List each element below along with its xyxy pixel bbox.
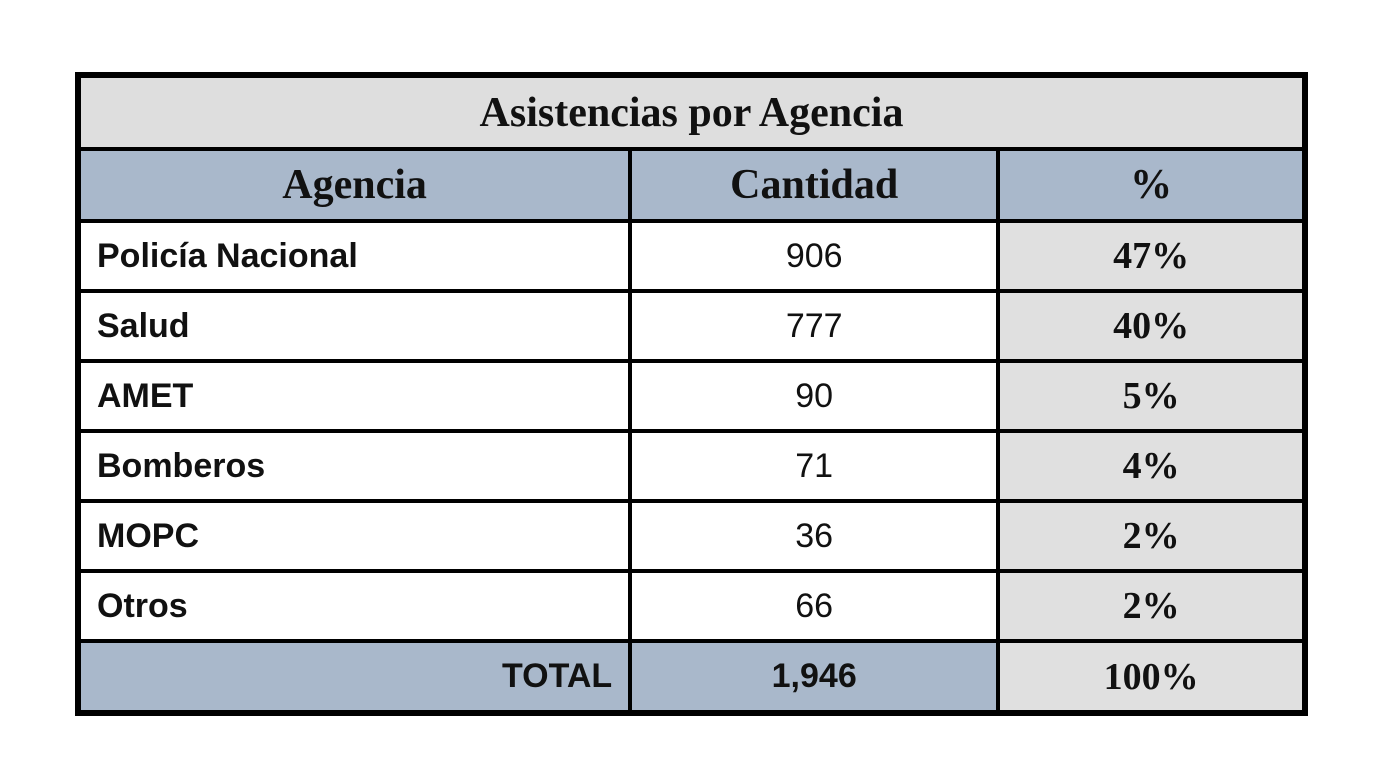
table-row: Policía Nacional 906 47% (75, 219, 1307, 293)
percent-cell: 40% (996, 289, 1307, 363)
percent-cell: 2% (996, 569, 1307, 643)
table-title-row: Asistencias por Agencia (76, 73, 1307, 151)
total-percent-cell: 100% (996, 639, 1307, 715)
percent-cell: 47% (996, 219, 1307, 293)
asistencias-table-container: Asistencias por Agencia Agencia Cantidad… (75, 72, 1308, 716)
table-row: Otros 66 2% (75, 569, 1307, 643)
agency-cell: Bomberos (75, 429, 633, 503)
quantity-cell: 906 (628, 219, 1001, 293)
asistencias-table: Asistencias por Agencia Agencia Cantidad… (75, 72, 1308, 716)
column-header-agencia: Agencia (75, 147, 633, 223)
agency-cell: Salud (75, 289, 633, 363)
agency-cell: Otros (75, 569, 633, 643)
column-header-cantidad: Cantidad (628, 147, 1001, 223)
column-header-pct: % (996, 147, 1307, 223)
agency-cell: Policía Nacional (75, 219, 633, 293)
total-label-cell: TOTAL (75, 639, 633, 715)
percent-cell: 5% (996, 359, 1307, 433)
quantity-cell: 66 (628, 569, 1001, 643)
table-title: Asistencias por Agencia (76, 73, 1307, 151)
agency-cell: AMET (75, 359, 633, 433)
table-row: AMET 90 5% (75, 359, 1307, 433)
table-total-row: TOTAL 1,946 100% (75, 639, 1307, 715)
table-row: Bomberos 71 4% (75, 429, 1307, 503)
agency-cell: MOPC (75, 499, 633, 573)
quantity-cell: 777 (628, 289, 1001, 363)
quantity-cell: 36 (628, 499, 1001, 573)
table-header-row: Agencia Cantidad % (75, 147, 1307, 223)
percent-cell: 2% (996, 499, 1307, 573)
total-quantity-cell: 1,946 (628, 639, 1001, 715)
percent-cell: 4% (996, 429, 1307, 503)
quantity-cell: 71 (628, 429, 1001, 503)
table-row: MOPC 36 2% (75, 499, 1307, 573)
quantity-cell: 90 (628, 359, 1001, 433)
table-row: Salud 777 40% (75, 289, 1307, 363)
